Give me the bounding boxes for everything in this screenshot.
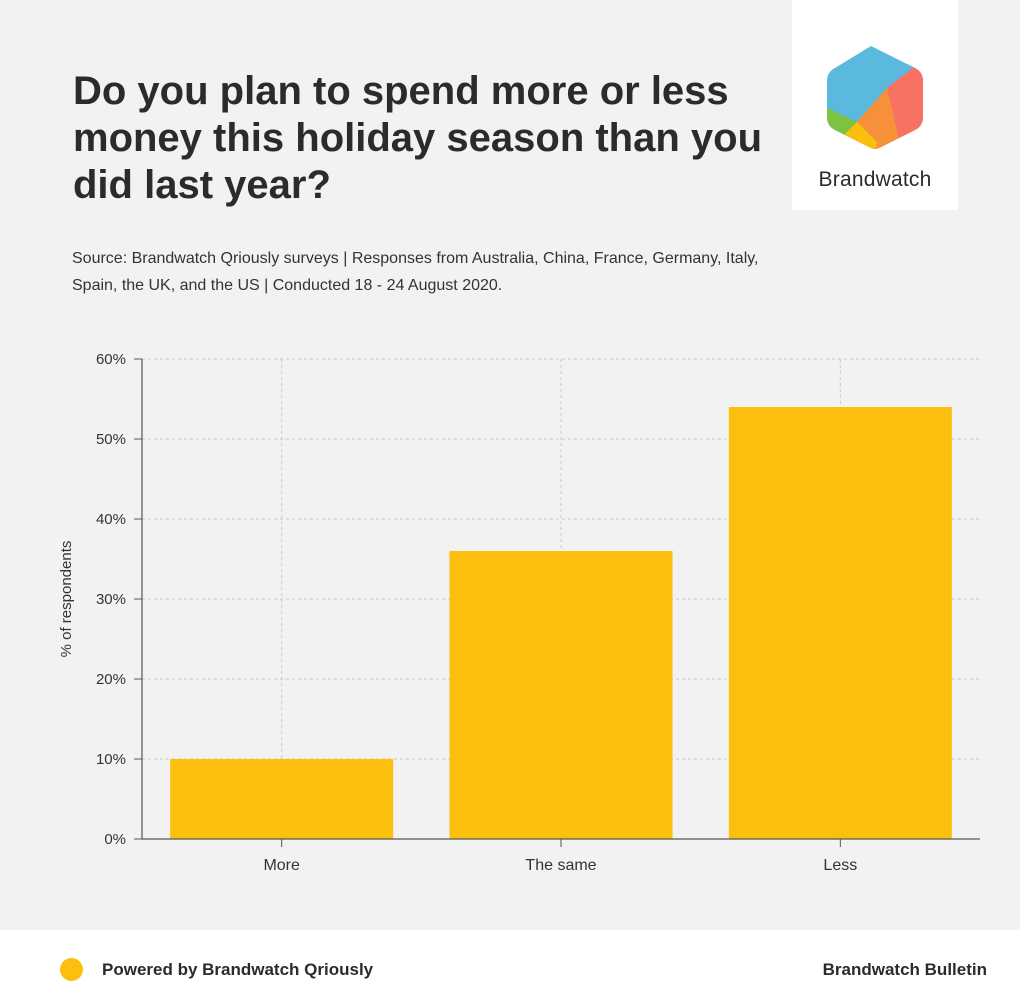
y-tick-label: 50% xyxy=(96,431,126,448)
brandwatch-hexagon-icon xyxy=(827,46,923,149)
y-tick-label: 0% xyxy=(104,831,126,848)
y-tick-label: 10% xyxy=(96,751,126,768)
chart-title: Do you plan to spend more or less money … xyxy=(73,69,763,207)
bar-more xyxy=(170,759,394,839)
bar-the-same xyxy=(449,551,673,839)
logo-text: Brandwatch xyxy=(818,168,932,191)
y-tick-label: 40% xyxy=(96,511,126,528)
bar-chart: 0% 10% 20% 30% 40% 50% 60% More The same Less % of… xyxy=(58,351,980,874)
y-tick-label: 30% xyxy=(96,591,126,608)
powered-by-label: Powered by Brandwatch Qriously xyxy=(102,960,374,979)
x-tick-label: More xyxy=(263,857,300,874)
y-tick-label: 20% xyxy=(96,671,126,688)
y-axis-title: % of respondents xyxy=(58,541,75,658)
footer: Powered by Brandwatch Qriously Brandwatc… xyxy=(0,930,1020,1008)
brand-logo: Brandwatch xyxy=(792,0,958,210)
bar-less xyxy=(728,407,952,839)
source-note: Source: Brandwatch Qriously surveys | Re… xyxy=(72,250,759,294)
x-tick-label: Less xyxy=(823,857,857,874)
brand-dot-icon xyxy=(60,958,83,981)
y-tick-label: 60% xyxy=(96,351,126,368)
x-tick-label: The same xyxy=(525,857,596,874)
bulletin-label: Brandwatch Bulletin xyxy=(822,960,987,979)
